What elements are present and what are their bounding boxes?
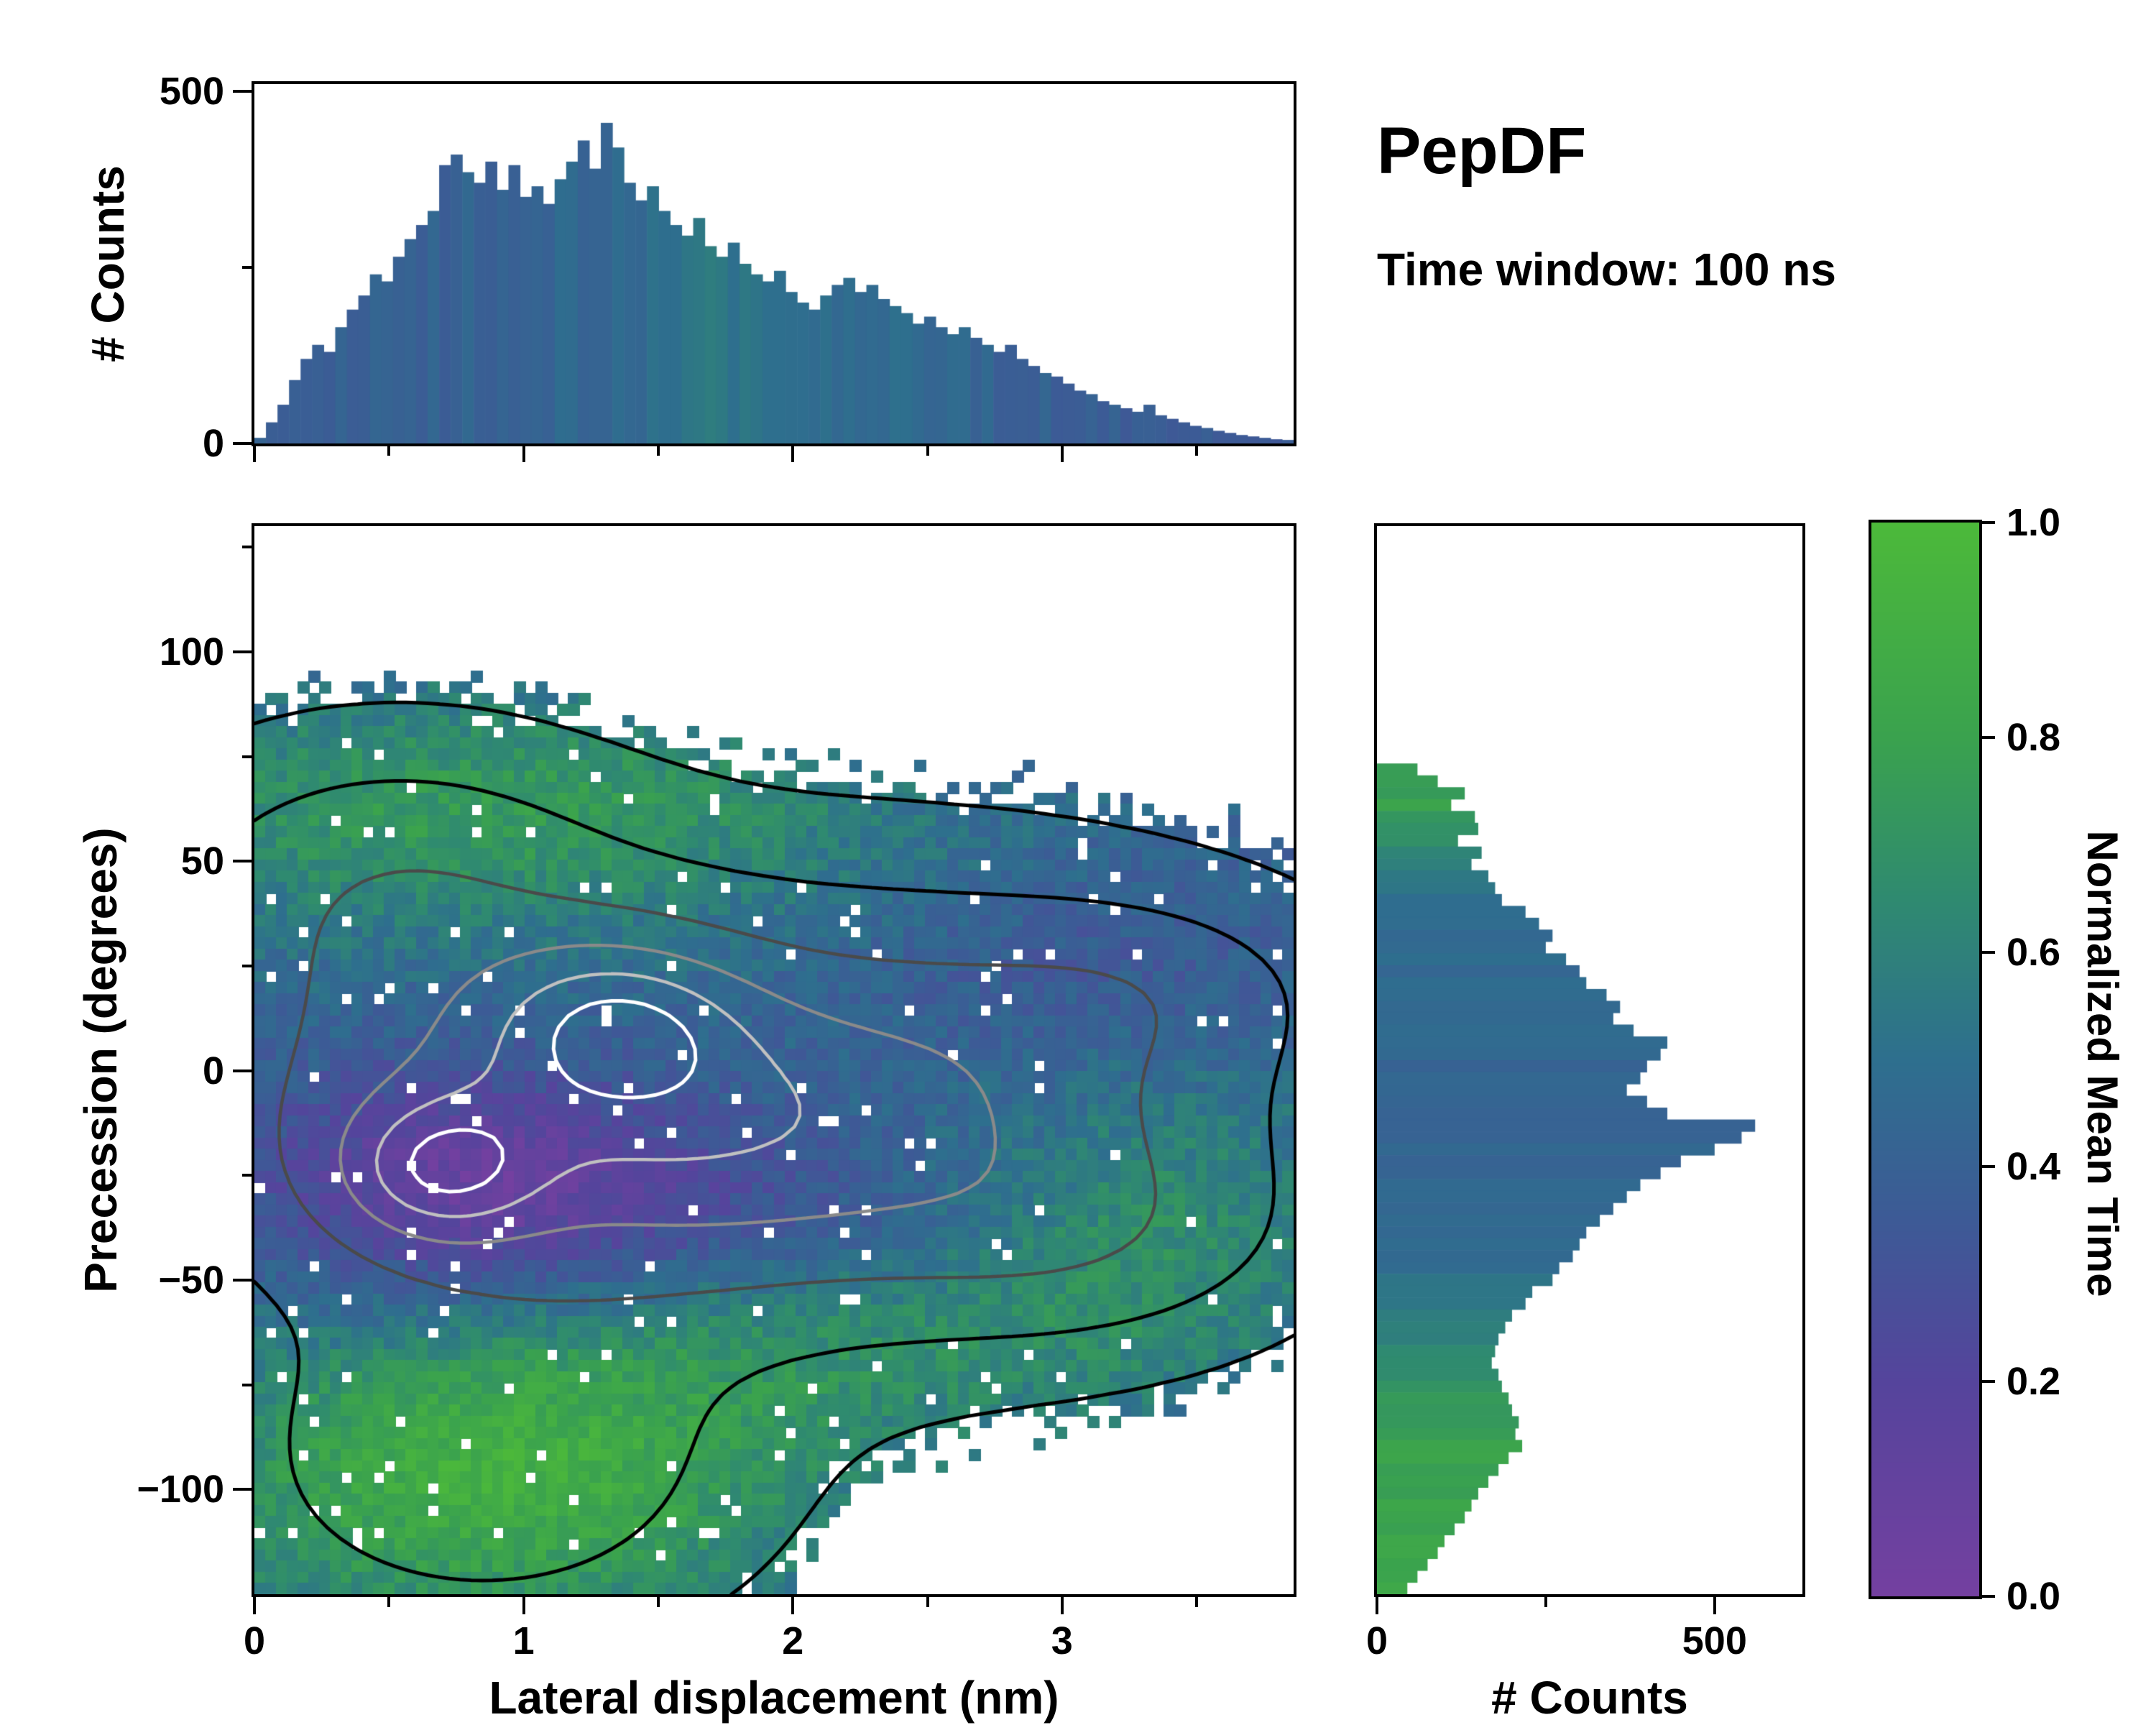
top-hist-x-major-tick [253, 446, 256, 462]
colorbar-panel [1869, 520, 1982, 1599]
main-y-tick-label: 50 [180, 840, 224, 883]
main-y-tick-label: −50 [158, 1258, 224, 1302]
main-y-minor-tick [242, 964, 252, 967]
main-y-minor-tick [242, 755, 252, 758]
top-histogram-canvas [254, 84, 1294, 443]
right-hist-x-major-tick [1713, 1597, 1716, 1614]
top-hist-x-minor-tick [926, 446, 929, 456]
main-x-minor-tick [1195, 1597, 1199, 1607]
top-hist-x-major-tick [1060, 446, 1064, 462]
main-x-tick-label: 1 [512, 1619, 535, 1662]
colorbar-tick [1982, 1595, 1995, 1598]
top-hist-y-minor-tick [242, 265, 252, 269]
colorbar-tick-label: 0.2 [2007, 1360, 2061, 1404]
colorbar-canvas [1871, 523, 1979, 1596]
colorbar-tick [1982, 950, 1995, 954]
colorbar-tick-label: 1.0 [2007, 501, 2061, 544]
main-x-minor-tick [656, 1597, 660, 1607]
main-x-major-tick [791, 1597, 795, 1614]
main-x-tick-label: 3 [1051, 1619, 1073, 1662]
time-window-subtitle: Time window: 100 ns [1377, 244, 1836, 295]
main-y-major-tick [233, 1488, 252, 1491]
main-y-major-tick [233, 1069, 252, 1072]
main-x-minor-tick [387, 1597, 391, 1607]
colorbar-tick-label: 0.4 [2007, 1145, 2061, 1189]
main-y-minor-tick [242, 1383, 252, 1386]
top-hist-y-major-tick [233, 442, 252, 445]
heatmap-canvas [254, 526, 1294, 1594]
colorbar-tick [1982, 521, 1995, 524]
colorbar-tick-label: 0.8 [2007, 715, 2061, 759]
main-x-tick-label: 2 [782, 1619, 804, 1662]
top-hist-x-major-tick [522, 446, 525, 462]
colorbar-tick-label: 0.6 [2007, 930, 2061, 974]
right-hist-x-tick-label: 500 [1682, 1619, 1747, 1662]
main-x-tick-label: 0 [243, 1619, 266, 1662]
right-hist-x-major-tick [1376, 1597, 1378, 1614]
top-hist-x-minor-tick [656, 446, 660, 456]
main-heatmap-panel [252, 523, 1296, 1597]
top-hist-y-tick-label: 500 [159, 69, 224, 113]
main-x-major-tick [522, 1597, 525, 1614]
top-hist-x-major-tick [791, 446, 795, 462]
main-x-major-tick [1060, 1597, 1064, 1614]
top-hist-x-minor-tick [1195, 446, 1199, 456]
main-y-tick-label: 0 [202, 1049, 224, 1092]
main-y-tick-label: 100 [159, 630, 224, 673]
right-histogram-canvas [1377, 526, 1802, 1594]
colorbar-tick [1982, 1165, 1995, 1169]
colorbar-tick-label: 0.0 [2007, 1575, 2061, 1618]
plot-title: PepDF [1377, 114, 1587, 188]
right-marginal-histogram-panel [1374, 523, 1805, 1597]
main-y-major-tick [233, 1278, 252, 1282]
main-y-minor-tick [242, 1174, 252, 1177]
colorbar-tick [1982, 1380, 1995, 1384]
right-hist-x-tick-label: 0 [1365, 1619, 1388, 1662]
right-hist-x-minor-tick [1544, 1597, 1547, 1607]
top-hist-y-major-tick [233, 89, 252, 93]
main-y-major-tick [233, 860, 252, 863]
colorbar-tick [1982, 735, 1995, 739]
main-y-tick-label: −100 [137, 1468, 224, 1512]
main-y-minor-tick [242, 546, 252, 549]
top-marginal-histogram-panel [252, 81, 1296, 446]
main-x-minor-tick [926, 1597, 929, 1607]
top-hist-y-tick-label: 0 [202, 422, 224, 465]
main-x-major-tick [253, 1597, 256, 1614]
main-y-major-tick [233, 650, 252, 653]
top-hist-x-minor-tick [387, 446, 391, 456]
